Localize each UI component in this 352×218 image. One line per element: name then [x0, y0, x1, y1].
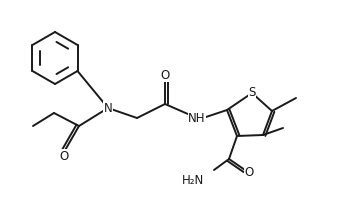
- Text: O: O: [161, 68, 170, 82]
- Text: NH: NH: [188, 111, 206, 124]
- Text: H₂N: H₂N: [182, 174, 204, 187]
- Text: S: S: [248, 85, 256, 99]
- Text: O: O: [244, 165, 254, 179]
- Text: O: O: [59, 150, 69, 162]
- Text: N: N: [103, 102, 112, 114]
